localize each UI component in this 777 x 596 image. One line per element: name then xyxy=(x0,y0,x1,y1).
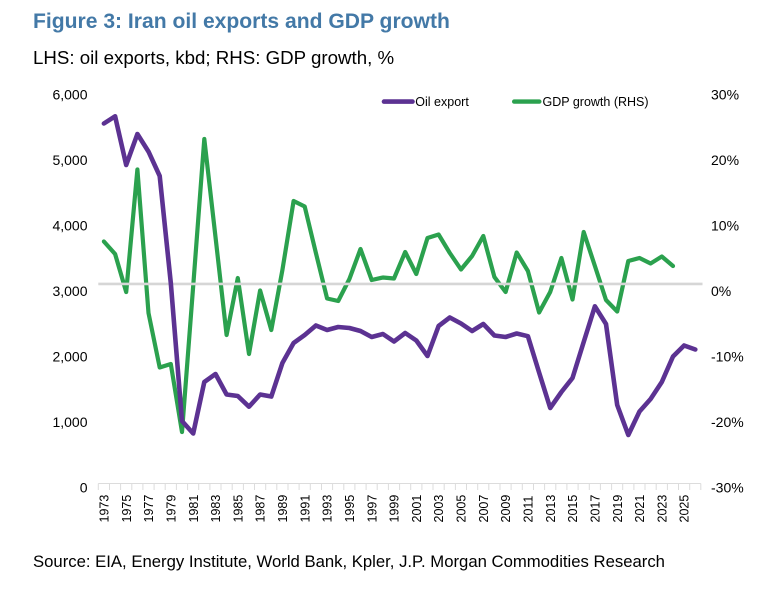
svg-text:2015: 2015 xyxy=(566,495,580,523)
svg-text:2009: 2009 xyxy=(499,495,513,523)
svg-text:2011: 2011 xyxy=(522,496,536,523)
svg-text:2021: 2021 xyxy=(633,495,647,523)
svg-text:1991: 1991 xyxy=(298,495,312,523)
svg-text:2005: 2005 xyxy=(455,495,469,523)
svg-text:Oil export: Oil export xyxy=(415,95,469,109)
svg-text:1977: 1977 xyxy=(142,495,156,523)
svg-text:1989: 1989 xyxy=(276,495,290,523)
svg-text:2025: 2025 xyxy=(678,495,692,523)
svg-text:Source: EIA, Energy Institute,: Source: EIA, Energy Institute, World Ban… xyxy=(33,552,665,571)
svg-text:2001: 2001 xyxy=(410,495,424,523)
svg-text:1999: 1999 xyxy=(388,495,402,523)
svg-text:5,000: 5,000 xyxy=(52,152,87,168)
svg-text:2019: 2019 xyxy=(611,495,625,523)
svg-text:0%: 0% xyxy=(711,283,731,299)
svg-text:1993: 1993 xyxy=(321,495,335,523)
svg-text:1995: 1995 xyxy=(343,495,357,523)
svg-text:1979: 1979 xyxy=(164,495,178,523)
svg-text:1973: 1973 xyxy=(98,495,112,523)
svg-text:3,000: 3,000 xyxy=(52,283,87,299)
svg-text:-30%: -30% xyxy=(711,479,744,495)
svg-text:2003: 2003 xyxy=(432,495,446,523)
svg-text:30%: 30% xyxy=(711,86,739,102)
svg-text:20%: 20% xyxy=(711,152,739,168)
svg-text:2013: 2013 xyxy=(544,495,558,523)
svg-text:2007: 2007 xyxy=(477,495,491,523)
svg-text:1975: 1975 xyxy=(120,495,134,523)
svg-text:-10%: -10% xyxy=(711,348,744,364)
svg-text:10%: 10% xyxy=(711,217,739,233)
svg-text:2,000: 2,000 xyxy=(52,348,87,364)
svg-text:Figure 3: Iran oil exports and: Figure 3: Iran oil exports and GDP growt… xyxy=(33,10,450,33)
svg-text:2023: 2023 xyxy=(655,495,669,523)
svg-text:4,000: 4,000 xyxy=(52,217,87,233)
svg-text:GDP growth (RHS): GDP growth (RHS) xyxy=(543,95,649,109)
svg-text:1985: 1985 xyxy=(231,495,245,523)
svg-text:1987: 1987 xyxy=(254,495,268,523)
svg-text:1981: 1981 xyxy=(187,495,201,523)
svg-text:LHS: oil exports, kbd; RHS: GD: LHS: oil exports, kbd; RHS: GDP growth, … xyxy=(33,47,394,68)
svg-text:6,000: 6,000 xyxy=(52,86,87,102)
svg-text:1997: 1997 xyxy=(365,495,379,523)
svg-text:1,000: 1,000 xyxy=(52,414,87,430)
svg-text:2017: 2017 xyxy=(589,495,603,523)
svg-text:0: 0 xyxy=(80,479,88,495)
svg-text:-20%: -20% xyxy=(711,414,744,430)
svg-text:1983: 1983 xyxy=(209,495,223,523)
